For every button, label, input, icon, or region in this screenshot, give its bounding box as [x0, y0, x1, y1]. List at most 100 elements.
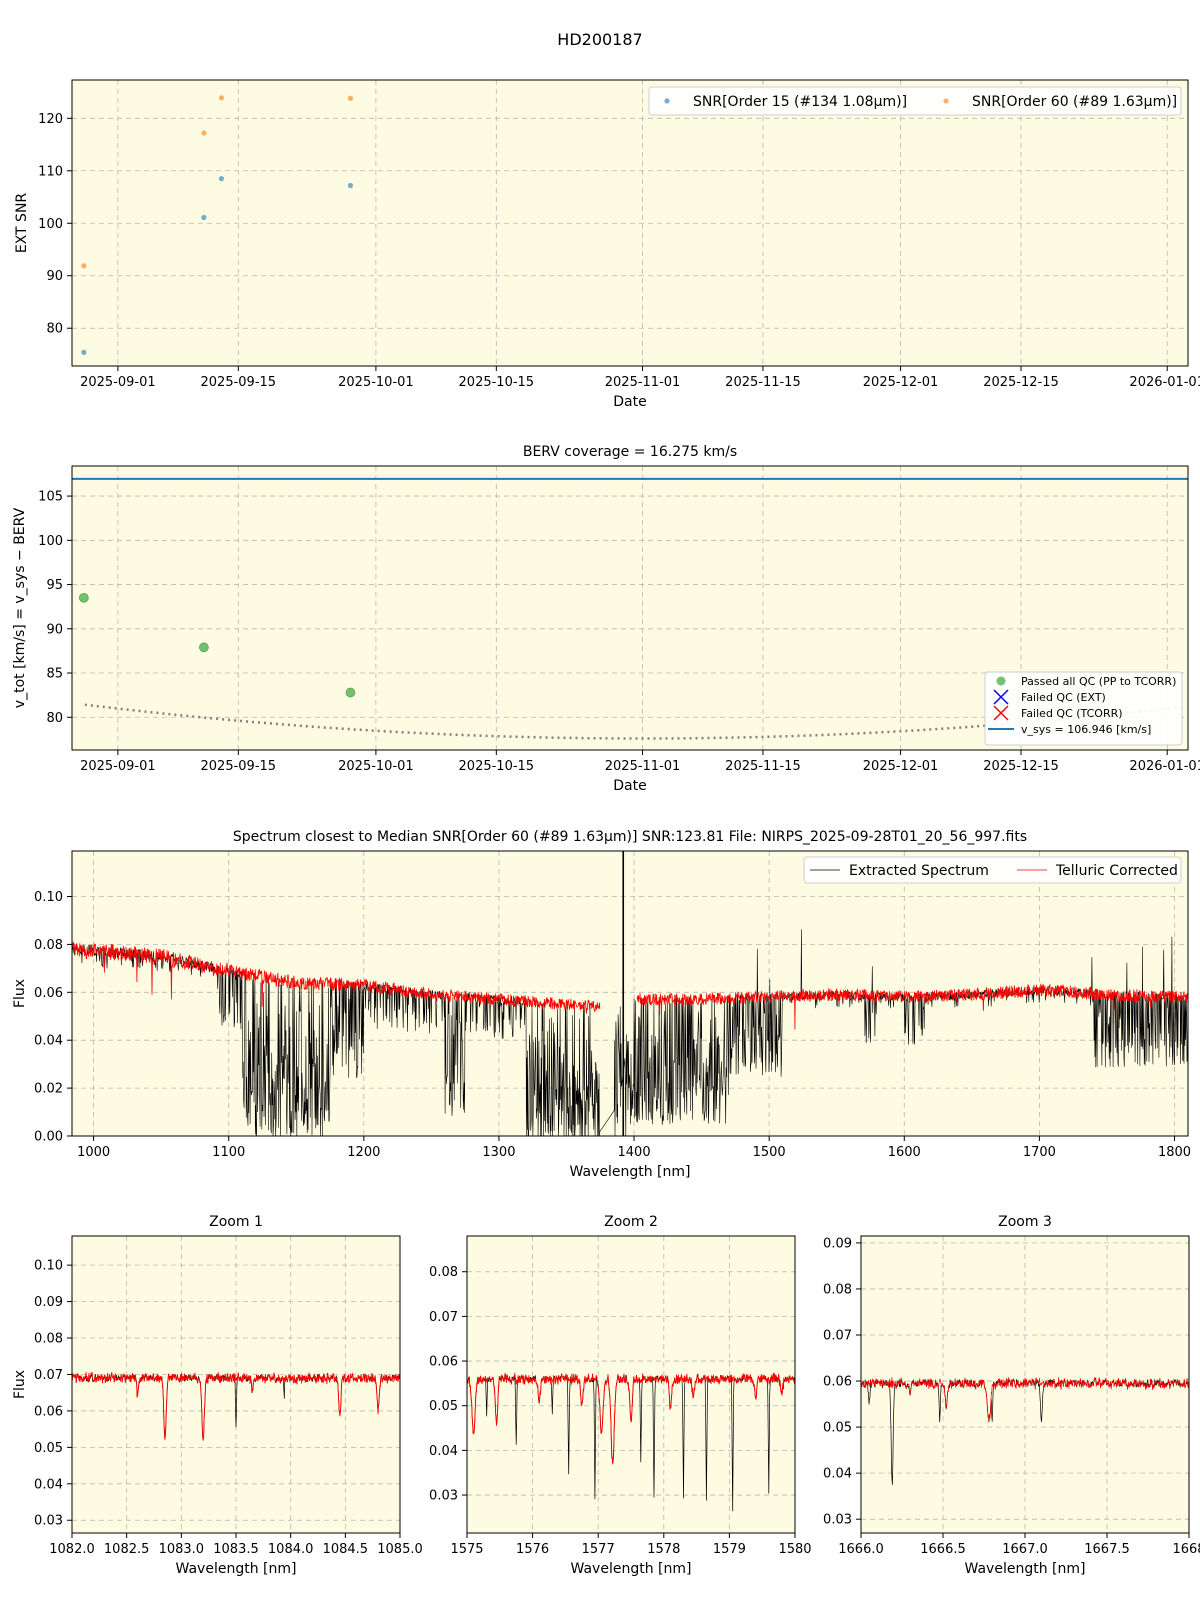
y-axis-label: v_tot [km/s] = v_sys − BERV [12, 507, 28, 708]
y-tick-label: 0.08 [34, 1332, 63, 1347]
y-tick-label: 0.04 [429, 1444, 458, 1459]
x-tick-label: 1579 [713, 1542, 746, 1557]
x-axis-label: Wavelength [nm] [571, 1561, 692, 1577]
legend-label: SNR[Order 15 (#134 1.08μm)] [693, 94, 907, 110]
passed-qc-point [78, 592, 89, 603]
y-tick-label: 0.06 [34, 1404, 63, 1419]
legend-box [648, 86, 1182, 116]
y-tick-label: 80 [46, 322, 63, 337]
y-tick-label: 0.07 [34, 1368, 63, 1383]
passed-qc-point [345, 687, 356, 698]
berv-legend: Passed all QC (PP to TCORR) Failed QC (EX… [984, 671, 1183, 746]
y-tick-label: 0.06 [34, 986, 63, 1001]
telluric-corrected-line [71, 941, 601, 1014]
legend-marker [943, 98, 949, 104]
y-tick-label: 110 [38, 164, 63, 179]
x-tick-label: 2025-12-01 [863, 375, 939, 390]
y-tick-label: 0.06 [429, 1355, 458, 1370]
x-tick-label: 1576 [516, 1542, 549, 1557]
legend-marker [993, 705, 1009, 721]
x-tick-label: 1400 [618, 1145, 651, 1160]
x-tick-label: 1668 [1172, 1542, 1200, 1557]
chart-title: Spectrum closest to Median SNR[Order 60 … [233, 829, 1027, 845]
x-tick-label: 1578 [647, 1542, 680, 1557]
y-tick-label: 100 [38, 217, 63, 232]
figure-title: HD200187 [557, 30, 643, 49]
legend-marker [996, 676, 1006, 686]
y-tick-label: 0.03 [429, 1489, 458, 1504]
telluric-corrected-line [860, 1376, 1190, 1421]
legend-label: Failed QC (TCORR) [1021, 707, 1123, 720]
x-tick-label: 2025-10-01 [338, 375, 414, 390]
legend-box [984, 671, 1183, 746]
y-tick-label: 0.07 [823, 1329, 852, 1344]
snr-frame [71, 79, 1189, 367]
x-tick-label: 1082.5 [104, 1542, 150, 1557]
y-tick-label: 0.05 [823, 1421, 852, 1436]
x-axis-label: Date [613, 394, 646, 410]
x-tick-label: 2025-09-01 [80, 759, 156, 774]
x-tick-label: 1084.0 [268, 1542, 314, 1557]
chart-title: Zoom 3 [998, 1214, 1052, 1230]
x-tick-label: 2025-11-15 [725, 375, 801, 390]
x-axis-label: Date [613, 778, 646, 794]
x-tick-label: 1083.0 [159, 1542, 205, 1557]
x-tick-label: 2025-11-01 [605, 375, 681, 390]
y-tick-label: 0.07 [429, 1310, 458, 1325]
data-point [201, 130, 207, 136]
spectrum-legend: Extracted Spectrum Telluric Corrected [803, 856, 1182, 884]
x-tick-label: 1082.0 [49, 1542, 95, 1557]
x-tick-label: 1084.5 [323, 1542, 369, 1557]
berv-chart: 2025-09-01 2025-09-15 2025-10-01 2025-10-15… [12, 444, 1200, 794]
x-tick-label: 2025-10-15 [459, 759, 535, 774]
y-axis-label: Flux [12, 979, 28, 1008]
y-tick-label: 0.06 [823, 1375, 852, 1390]
zoom2-chart-area [466, 1235, 796, 1534]
x-tick-label: 1667.0 [1002, 1542, 1048, 1557]
y-axis-label: EXT SNR [14, 193, 30, 254]
data-point [81, 349, 87, 355]
legend-marker [664, 98, 670, 104]
legend-label: Extracted Spectrum [849, 863, 989, 879]
x-tick-label: 2025-12-15 [983, 375, 1059, 390]
data-point [81, 263, 87, 269]
x-tick-label: 2025-09-01 [80, 375, 156, 390]
y-tick-label: 0.04 [823, 1467, 852, 1482]
passed-qc-point [199, 642, 209, 653]
legend-box [803, 856, 1182, 884]
legend-label: SNR[Order 60 (#89 1.63μm)] [972, 94, 1177, 110]
x-tick-label: 2025-09-15 [201, 759, 277, 774]
x-tick-label: 1575 [450, 1542, 483, 1557]
legend-marker [993, 689, 1009, 705]
y-tick-label: 0.08 [823, 1282, 852, 1297]
y-tick-label: 0.08 [429, 1265, 458, 1280]
telluric-corrected-line [466, 1372, 796, 1465]
y-tick-label: 100 [38, 534, 63, 549]
x-tick-label: 1100 [212, 1145, 245, 1160]
y-tick-label: 0.00 [34, 1130, 63, 1145]
x-tick-label: 1580 [778, 1542, 811, 1557]
x-tick-label: 2025-11-15 [725, 759, 801, 774]
data-point [201, 214, 207, 221]
y-tick-label: 95 [46, 578, 63, 593]
x-tick-label: 2025-11-01 [605, 759, 681, 774]
snr-legend: SNR[Order 15 (#134 1.08μm)] SNR[Order 60 … [648, 86, 1182, 116]
telluric-corrected-line [636, 983, 1189, 1030]
zoom1-chart: 1082.0 1082.5 1083.0 1083.5 1084.0 1084.5 1085… [12, 1214, 423, 1577]
legend-label: Telluric Corrected [1055, 863, 1178, 879]
chart-title: BERV coverage = 16.275 km/s [523, 444, 737, 460]
y-tick-label: 0.08 [34, 938, 63, 953]
y-tick-label: 0.09 [34, 1295, 63, 1310]
snr-points [81, 95, 354, 355]
y-tick-label: 0.03 [34, 1514, 63, 1529]
y-tick-label: 0.04 [34, 1477, 63, 1492]
x-tick-label: 1000 [77, 1145, 110, 1160]
x-tick-label: 1800 [1158, 1145, 1191, 1160]
legend-label: v_sys = 106.946 [km/s] [1021, 723, 1151, 736]
y-axis-label: Flux [12, 1370, 28, 1399]
zoom2-chart: 1575 1576 1577 1578 1579 1580 0.03 0.04 0.05 0.06… [429, 1214, 812, 1577]
x-tick-label: 2025-12-15 [983, 759, 1059, 774]
zoom1-frame [71, 1235, 401, 1534]
data-point [218, 95, 225, 101]
data-point [347, 182, 354, 189]
